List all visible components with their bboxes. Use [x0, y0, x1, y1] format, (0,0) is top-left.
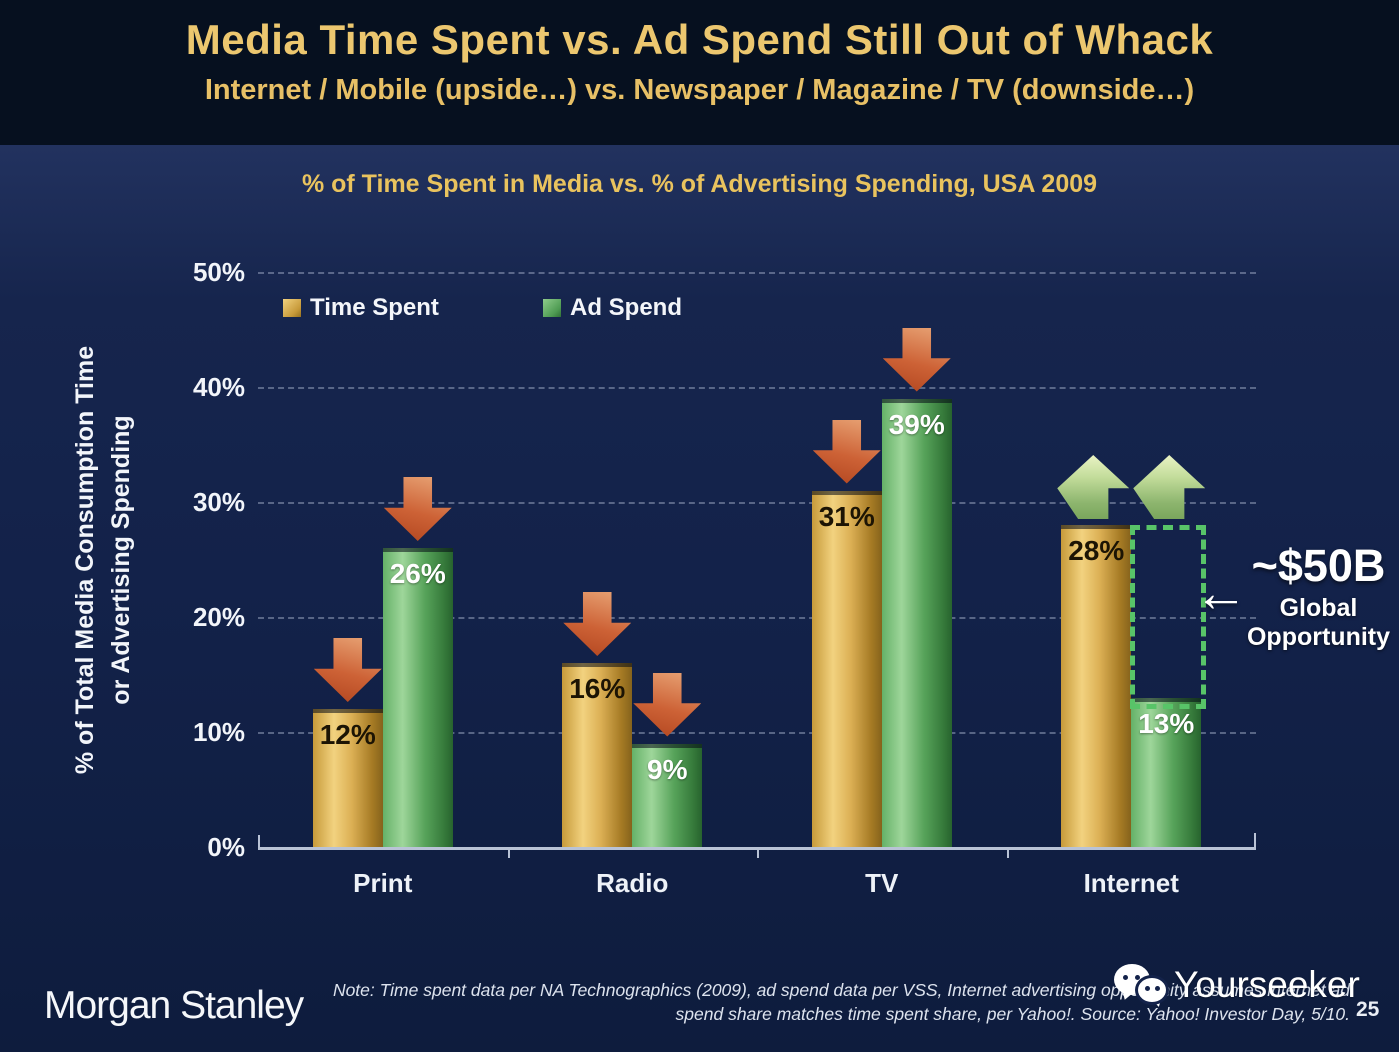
bar-internet-ad-spend: 13%: [1131, 697, 1202, 847]
bar-top-edge: [1131, 697, 1202, 702]
ad-spend-swatch-icon: [543, 299, 561, 317]
header-band: [0, 0, 1399, 145]
bar-top-edge: [312, 709, 383, 713]
watermark-text: Yourseeker: [1174, 964, 1360, 1005]
bar-value-label: 26%: [389, 558, 446, 589]
bar-value-label: 39%: [888, 408, 945, 440]
legend-item-time-spent: Time Spent: [283, 294, 439, 322]
gridline-10: [258, 732, 1256, 734]
y-tick-label: 30%: [192, 487, 245, 517]
y-axis-label-line2: or Advertising Spending: [107, 415, 135, 705]
bar-value-label: 12%: [319, 719, 376, 750]
morgan-stanley-logo: Morgan Stanley: [44, 984, 304, 1027]
x-axis-line: [258, 847, 1256, 850]
bar-value-label: 28%: [1068, 535, 1125, 566]
gridline-50: [258, 272, 1256, 274]
source-note-line2: spend share matches time spent share, pe…: [675, 1004, 1350, 1024]
down-arrow-icon: [563, 592, 632, 656]
x-axis-tick: [507, 849, 510, 858]
x-axis-right-cap: [1254, 833, 1256, 847]
opportunity-label-line1: Global: [1279, 594, 1358, 622]
y-tick-label: 0%: [207, 832, 245, 862]
up-arrow-icon: [1133, 455, 1206, 519]
y-tick-label: 50%: [192, 257, 245, 287]
wechat-icon: [1112, 962, 1168, 1008]
bar-top-edge: [811, 490, 882, 495]
y-tick-label: 40%: [192, 372, 245, 402]
y-axis-label: % of Total Media Consumption Time or Adv…: [67, 255, 147, 865]
bar-tv-time-spent: 31%: [811, 490, 882, 847]
down-arrow-icon: [633, 672, 702, 737]
category-label-tv: TV: [865, 868, 899, 898]
chart-title: % of Time Spent in Media vs. % of Advert…: [301, 170, 1098, 198]
source-note: Note: Time spent data per NA Technograph…: [318, 978, 1350, 1026]
left-arrow-icon: ←: [1194, 563, 1248, 623]
bar-internet-time-spent: 28%: [1061, 525, 1132, 847]
bar-value-label: 9%: [647, 753, 688, 785]
legend-label-ad-spend: Ad Spend: [570, 294, 682, 321]
page-number: 25: [1356, 998, 1380, 1021]
gridline-30: [258, 502, 1256, 504]
opportunity-gap-box: [1130, 525, 1207, 709]
bar-top-edge: [562, 663, 633, 667]
bar-value-label: 31%: [818, 500, 875, 532]
y-axis-label-line1: % of Total Media Consumption Time: [71, 345, 99, 775]
time-spent-swatch-icon: [283, 299, 301, 317]
bar-value-label: 13%: [1138, 707, 1195, 739]
bar-print-ad-spend: 26%: [382, 548, 453, 847]
slide-subtitle: Internet / Mobile (upside…) vs. Newspape…: [204, 74, 1195, 106]
bar-value-label: 16%: [569, 673, 626, 704]
x-axis-left-cap: [258, 835, 260, 847]
bar-tv-ad-spend: 39%: [881, 398, 952, 847]
watermark: Yourseeker: [1112, 962, 1360, 1008]
bar-radio-time-spent: 16%: [562, 663, 633, 847]
opportunity-value: ~$50B: [1251, 540, 1386, 591]
x-axis-tick: [1006, 849, 1009, 858]
bar-top-edge: [632, 743, 703, 748]
legend-item-ad-spend: Ad Spend: [543, 294, 682, 322]
y-tick-label: 20%: [192, 602, 245, 632]
bar-top-edge: [382, 548, 453, 552]
up-arrow-icon: [1057, 455, 1130, 519]
down-arrow-icon: [812, 419, 881, 484]
y-tick-label: 10%: [192, 717, 245, 747]
gridline-40: [258, 387, 1256, 389]
bar-top-edge: [881, 398, 952, 403]
opportunity-label-line2: Opportunity: [1246, 623, 1391, 651]
slide-title: Media Time Spent vs. Ad Spend Still Out …: [185, 16, 1214, 63]
bar-top-edge: [1061, 525, 1132, 529]
gridline-20: [258, 617, 1256, 619]
category-label-internet: Internet: [1083, 868, 1179, 898]
bar-print-time-spent: 12%: [312, 709, 383, 847]
source-note-line1: Note: Time spent data per NA Technograph…: [332, 980, 1350, 1000]
down-arrow-icon: [313, 638, 382, 702]
down-arrow-icon: [383, 477, 452, 541]
legend-label-time-spent: Time Spent: [310, 294, 439, 321]
category-label-print: Print: [353, 868, 413, 898]
x-axis-tick: [757, 849, 759, 858]
category-label-radio: Radio: [596, 868, 669, 898]
bar-radio-ad-spend: 9%: [632, 743, 703, 847]
down-arrow-icon: [882, 327, 951, 392]
